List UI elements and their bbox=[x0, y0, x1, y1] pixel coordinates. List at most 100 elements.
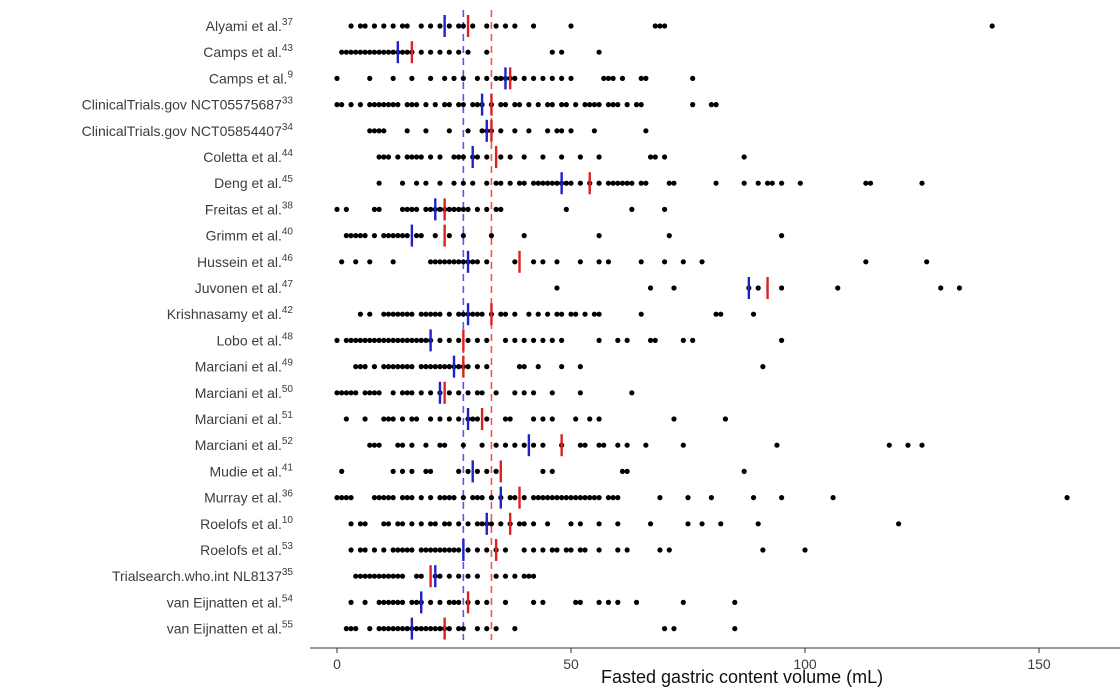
data-point bbox=[423, 442, 429, 448]
data-point bbox=[437, 442, 443, 448]
data-point bbox=[442, 259, 448, 265]
data-point bbox=[474, 311, 480, 317]
data-point bbox=[498, 75, 504, 81]
data-point bbox=[437, 154, 443, 160]
data-point bbox=[357, 102, 363, 108]
study-name: van Eijnatten et al. bbox=[167, 594, 282, 610]
data-point bbox=[348, 626, 354, 632]
data-point bbox=[559, 337, 565, 343]
data-point bbox=[769, 180, 775, 186]
data-point bbox=[456, 337, 462, 343]
data-point bbox=[395, 364, 401, 370]
data-point bbox=[713, 102, 719, 108]
data-point bbox=[512, 128, 518, 134]
data-point bbox=[563, 495, 569, 501]
data-point bbox=[535, 364, 541, 370]
data-point bbox=[596, 49, 602, 55]
data-point bbox=[404, 626, 410, 632]
data-point bbox=[428, 626, 434, 632]
data-point bbox=[545, 102, 551, 108]
data-point bbox=[484, 364, 490, 370]
data-point bbox=[428, 521, 434, 527]
data-point bbox=[446, 521, 452, 527]
data-point bbox=[587, 495, 593, 501]
data-point bbox=[896, 521, 902, 527]
data-point bbox=[498, 311, 504, 317]
data-point bbox=[399, 233, 406, 239]
data-point bbox=[512, 337, 518, 343]
data-point bbox=[568, 128, 574, 134]
study-name: Juvonen et al. bbox=[195, 280, 282, 296]
data-point bbox=[413, 416, 420, 422]
data-point bbox=[512, 390, 518, 396]
data-point bbox=[521, 442, 527, 448]
data-point bbox=[512, 311, 518, 317]
data-point bbox=[376, 180, 382, 186]
x-tick-label: 0 bbox=[333, 656, 341, 672]
data-point bbox=[680, 442, 686, 448]
data-point bbox=[399, 49, 406, 55]
data-point bbox=[615, 547, 621, 553]
data-point bbox=[629, 206, 635, 212]
study-label: Alyami et al.37 bbox=[206, 17, 294, 34]
data-point bbox=[409, 495, 415, 501]
data-point bbox=[484, 259, 490, 265]
data-point bbox=[573, 599, 579, 606]
data-point bbox=[474, 154, 480, 160]
data-point bbox=[507, 416, 513, 422]
study-name: Marciani et al. bbox=[195, 385, 282, 401]
data-point bbox=[540, 442, 546, 448]
study-name: Mudie et al. bbox=[210, 463, 282, 479]
data-point bbox=[638, 102, 644, 108]
data-point bbox=[502, 573, 509, 579]
data-point bbox=[708, 495, 715, 501]
data-point bbox=[610, 180, 616, 186]
data-point bbox=[432, 259, 438, 265]
data-point bbox=[685, 521, 691, 527]
data-point bbox=[348, 547, 354, 553]
data-point bbox=[615, 337, 621, 343]
study-label: Roelofs et al.53 bbox=[200, 541, 293, 558]
data-point bbox=[348, 23, 354, 29]
data-point bbox=[395, 154, 401, 160]
data-point bbox=[418, 626, 424, 632]
data-point bbox=[741, 468, 747, 474]
data-point bbox=[399, 495, 406, 501]
study-name: Marciani et al. bbox=[195, 411, 282, 427]
data-point bbox=[460, 102, 466, 108]
summary-markers bbox=[396, 15, 769, 640]
data-point bbox=[432, 233, 438, 239]
data-point bbox=[474, 337, 480, 343]
data-point bbox=[371, 337, 378, 343]
data-point bbox=[470, 416, 476, 422]
data-point bbox=[559, 49, 565, 55]
data-point bbox=[535, 102, 541, 108]
data-point bbox=[357, 364, 363, 370]
data-point bbox=[437, 259, 443, 265]
data-point bbox=[830, 495, 836, 501]
data-point bbox=[409, 75, 415, 81]
study-name: Roelofs et al. bbox=[200, 516, 282, 532]
data-point bbox=[460, 495, 466, 501]
data-point bbox=[605, 75, 612, 81]
study-name: ClinicalTrials.gov NCT05854407 bbox=[82, 123, 282, 139]
data-point bbox=[638, 75, 644, 81]
data-point bbox=[652, 337, 658, 343]
data-point bbox=[587, 102, 593, 108]
data-point bbox=[399, 364, 406, 370]
study-label: Marciani et al.50 bbox=[195, 384, 294, 401]
data-point bbox=[343, 337, 349, 343]
data-point bbox=[493, 23, 499, 29]
data-point bbox=[348, 390, 354, 396]
data-point bbox=[367, 128, 373, 134]
data-point bbox=[385, 233, 392, 239]
data-point bbox=[493, 573, 499, 579]
data-point bbox=[348, 49, 354, 55]
data-point bbox=[399, 547, 406, 553]
data-point bbox=[530, 521, 537, 527]
data-point bbox=[385, 599, 392, 606]
data-point bbox=[498, 521, 504, 527]
data-point bbox=[470, 102, 476, 108]
data-point bbox=[376, 599, 382, 606]
